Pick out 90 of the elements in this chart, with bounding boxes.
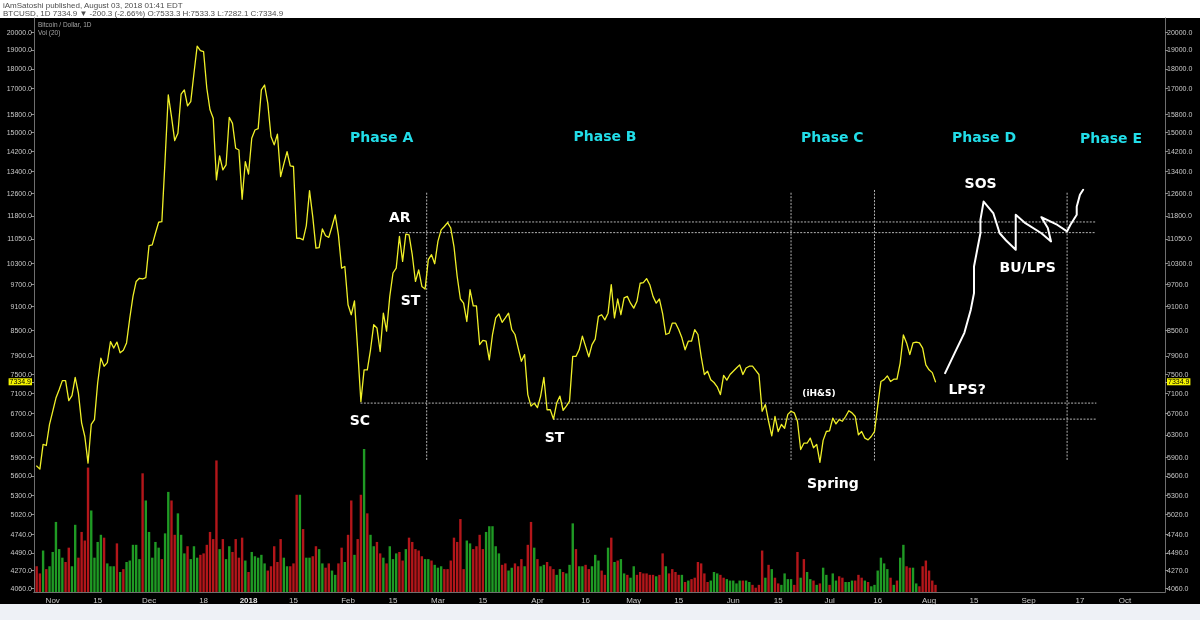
annotation: (iH&S): [802, 388, 836, 399]
x-tick-label: 15: [93, 595, 103, 605]
bar: [244, 560, 247, 592]
x-tick-label: Feb: [341, 595, 356, 605]
bar: [382, 557, 385, 592]
bar: [722, 577, 725, 592]
x-tick-label: 17: [1075, 595, 1085, 605]
x-tick-label: Jul: [824, 595, 835, 605]
bar: [186, 546, 189, 592]
bar: [122, 569, 125, 592]
bar: [417, 550, 420, 592]
bar: [738, 580, 741, 592]
x-tick-label: 16: [873, 595, 883, 605]
bar: [677, 574, 680, 592]
x-tick-label: Oct: [1118, 595, 1132, 605]
x-tick-label: Apr: [531, 595, 544, 605]
bar: [504, 563, 507, 592]
bar: [340, 547, 343, 592]
bar: [828, 584, 831, 592]
annotation: SOS: [964, 174, 997, 191]
bar: [170, 500, 173, 592]
bar: [80, 531, 83, 592]
x-tick-label: 16: [581, 595, 591, 605]
bar: [860, 577, 863, 592]
x-tick-label: 18: [199, 595, 209, 605]
annotation: ST: [400, 292, 421, 309]
bar: [366, 513, 369, 592]
bar: [520, 559, 523, 592]
text: BTCUSD, 1D 7334.9 ▼ -200.3 (-2.66%) O:7533.3 H:7533.3 L:7282.1 C:7334.9: [3, 9, 284, 18]
annotation: Phase D: [952, 129, 1016, 145]
bar: [369, 534, 372, 592]
annotation: Phase E: [1080, 130, 1142, 146]
bar: [459, 519, 462, 592]
annotation: AR: [389, 209, 411, 226]
bar: [539, 566, 542, 592]
bar: [295, 494, 298, 592]
annotation: BU/LPS: [999, 258, 1056, 275]
bar: [523, 566, 526, 592]
x-tick-label: 15: [773, 595, 784, 605]
x-tick-label: Dec: [141, 595, 157, 605]
bar: [443, 569, 446, 592]
x-tick-label: 15: [289, 595, 299, 605]
bar: [279, 539, 282, 592]
text: iAmSatoshi published, August 03, 2018 01:41 EDT: [3, 0, 183, 10]
bar: [385, 563, 388, 592]
x-tick-label: Aug: [921, 595, 937, 605]
bar: [783, 573, 786, 592]
bar: [478, 534, 481, 592]
line-series: [36, 45, 937, 470]
bar: [247, 571, 250, 592]
bar: [154, 541, 157, 592]
bar: [305, 557, 308, 592]
bar: [902, 544, 905, 592]
bar: [353, 554, 356, 592]
x-tick-label: Nov: [45, 595, 60, 605]
x-tick-label: 15: [478, 595, 488, 605]
bar: [234, 539, 237, 592]
annotation: SC: [349, 411, 371, 428]
bar: [767, 564, 770, 592]
bar: [218, 549, 221, 592]
bar: [536, 559, 539, 592]
bar: [857, 574, 860, 592]
annotation: Phase A: [350, 129, 414, 145]
bar: [889, 577, 892, 592]
bar: [141, 473, 144, 592]
bar: [661, 553, 664, 592]
x-tick-label: Sep: [1021, 595, 1037, 605]
bar: [642, 573, 645, 592]
bar: [324, 567, 327, 592]
x-tick-label: 15: [969, 595, 979, 605]
annotation: Phase B: [573, 128, 637, 144]
bar: [35, 566, 38, 592]
x-tick-label: 2018: [239, 595, 258, 605]
bar: [934, 584, 937, 592]
annotation: Phase C: [800, 129, 864, 145]
bar: [600, 570, 603, 592]
bar: [260, 554, 263, 592]
bar: [796, 551, 799, 592]
x-tick-label: Mar: [431, 595, 446, 605]
bar: [764, 577, 767, 592]
annotation: Spring: [807, 475, 859, 492]
annotation: ST: [544, 429, 565, 446]
x-tick-label: May: [626, 595, 642, 605]
x-tick-label: Jun: [726, 595, 740, 605]
bar: [799, 577, 802, 592]
x-tick-label: 15: [674, 595, 684, 605]
line-series: [944, 188, 1085, 375]
x-tick-label: 15: [388, 595, 398, 605]
bar: [215, 460, 218, 592]
annotation: LPS?: [948, 381, 986, 398]
